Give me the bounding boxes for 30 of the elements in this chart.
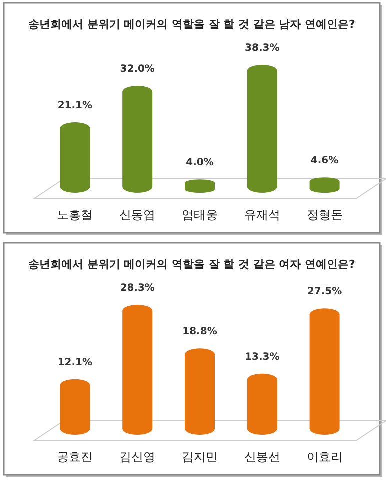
data-label: 32.0% — [120, 64, 155, 76]
chart-title: 송년회에서 분위기 메이커의 역할을 잘 할 것 같은 여자 연예인은? — [28, 258, 356, 271]
data-label: 13.3% — [245, 352, 280, 363]
x-tick-label: 정형돈 — [306, 208, 343, 222]
data-label: 28.3% — [120, 283, 155, 294]
x-tick-label: 김신영 — [120, 450, 156, 464]
data-label: 18.8% — [182, 326, 218, 338]
data-label: 12.1% — [58, 357, 93, 368]
data-label: 21.1% — [58, 100, 93, 112]
x-tick-label: 엄태웅 — [182, 208, 218, 222]
data-label: 4.0% — [186, 158, 214, 169]
data-label: 27.5% — [307, 286, 342, 298]
x-tick-label: 신동엽 — [120, 208, 156, 222]
bar — [247, 374, 278, 435]
bar — [60, 379, 90, 435]
data-label: 4.6% — [310, 156, 339, 167]
bar — [60, 122, 90, 193]
x-tick-label: 공효진 — [57, 450, 94, 464]
x-tick-label: 이효리 — [306, 450, 343, 464]
bar — [247, 65, 278, 193]
x-tick-label: 신봉선 — [244, 450, 280, 464]
x-tick-label: 노홍철 — [57, 208, 94, 222]
data-label: 38.3% — [245, 43, 280, 54]
bar — [310, 308, 340, 435]
x-tick-label: 유재석 — [244, 208, 280, 222]
bar — [122, 305, 153, 435]
bar — [185, 348, 215, 435]
chart-title: 송년회에서 분위기 메이커의 역할을 잘 할 것 같은 남자 연예인은? — [28, 18, 356, 31]
bar — [122, 86, 153, 193]
x-tick-label: 김지민 — [182, 450, 218, 464]
